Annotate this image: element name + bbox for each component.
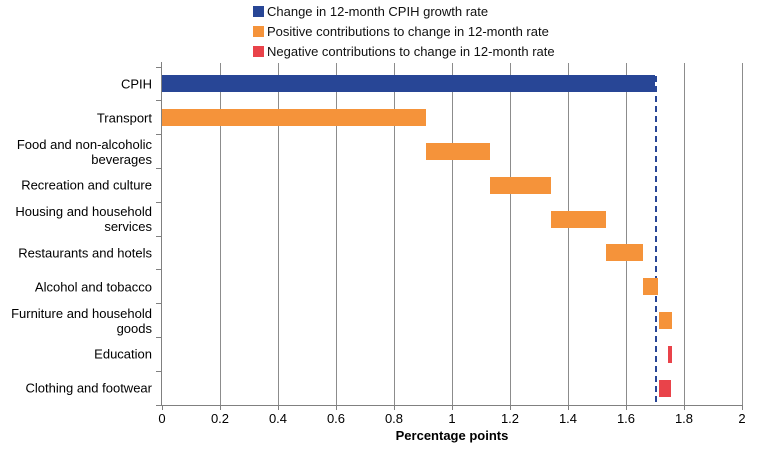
x-tick bbox=[509, 406, 511, 410]
gridline bbox=[393, 63, 395, 405]
x-tick bbox=[393, 406, 395, 410]
gridline bbox=[509, 63, 511, 405]
category-label: Recreation and culture bbox=[21, 177, 152, 193]
y-tick bbox=[156, 336, 161, 338]
x-tick-label: 1.2 bbox=[500, 411, 520, 426]
category-label: Restaurants and hotels bbox=[18, 245, 152, 261]
legend-label: Positive contributions to change in 12-m… bbox=[267, 24, 549, 39]
y-tick bbox=[156, 404, 161, 406]
x-tick bbox=[219, 406, 221, 410]
gridline bbox=[451, 63, 453, 405]
gridline bbox=[335, 63, 337, 405]
x-tick bbox=[625, 406, 627, 410]
legend-label: Negative contributions to change in 12-m… bbox=[267, 44, 555, 59]
y-tick bbox=[156, 100, 161, 102]
y-tick bbox=[156, 269, 161, 271]
y-tick bbox=[156, 134, 161, 136]
category-label: CPIH bbox=[120, 76, 152, 92]
x-tick-label: 0.8 bbox=[384, 411, 404, 426]
x-tick-label: 0.2 bbox=[210, 411, 230, 426]
gridline bbox=[683, 63, 685, 405]
x-tick-label: 0.4 bbox=[268, 411, 288, 426]
x-tick bbox=[277, 406, 279, 410]
gridline bbox=[741, 63, 743, 405]
bar-cpih bbox=[162, 75, 655, 93]
bar-restaurants-and-hotels bbox=[605, 244, 644, 262]
y-tick bbox=[156, 303, 161, 305]
category-label: Food and non-alcoholic beverages bbox=[16, 136, 152, 167]
x-tick bbox=[335, 406, 337, 410]
category-label: Transport bbox=[96, 110, 152, 126]
gridline bbox=[625, 63, 627, 405]
x-tick-label: 1.6 bbox=[616, 411, 636, 426]
bar-housing-and-household-services bbox=[550, 210, 606, 228]
gridline bbox=[219, 63, 221, 405]
y-tick bbox=[156, 370, 161, 372]
x-tick bbox=[161, 406, 163, 410]
legend-item-total: Change in 12-month CPIH growth rate bbox=[253, 3, 555, 23]
x-tick bbox=[451, 406, 453, 410]
category-label: Housing and household services bbox=[15, 204, 152, 235]
category-label: Education bbox=[94, 346, 152, 362]
bar-clothing-and-footwear bbox=[659, 379, 671, 397]
cpih-reference-dashed-line bbox=[655, 76, 658, 405]
y-tick bbox=[156, 66, 161, 68]
legend-item-positive: Positive contributions to change in 12-m… bbox=[253, 23, 555, 43]
bar-education bbox=[668, 345, 673, 363]
x-tick-label: 0.6 bbox=[326, 411, 346, 426]
x-tick-label: 0 bbox=[158, 411, 166, 426]
x-tick-label: 1 bbox=[448, 411, 456, 426]
x-axis-line bbox=[161, 405, 743, 406]
x-tick-label: 1.8 bbox=[674, 411, 694, 426]
legend: Change in 12-month CPIH growth rate Posit… bbox=[253, 3, 555, 63]
bar-recreation-and-culture bbox=[489, 176, 551, 194]
category-label: Furniture and household goods bbox=[11, 305, 152, 336]
legend-label: Change in 12-month CPIH growth rate bbox=[267, 4, 489, 19]
legend-swatch-negative bbox=[253, 46, 264, 57]
x-tick bbox=[683, 406, 685, 410]
bar-furniture-and-household-goods bbox=[659, 312, 673, 329]
x-tick bbox=[567, 406, 569, 410]
y-axis-line bbox=[161, 62, 162, 405]
y-tick bbox=[156, 167, 161, 169]
x-tick-label: 2 bbox=[738, 411, 746, 426]
x-tick-label: 1.4 bbox=[558, 411, 578, 426]
legend-swatch-positive bbox=[253, 26, 264, 37]
bar-transport bbox=[162, 109, 426, 127]
category-label: Alcohol and tobacco bbox=[34, 279, 152, 295]
gridline bbox=[277, 63, 279, 405]
y-tick bbox=[156, 201, 161, 203]
legend-item-negative: Negative contributions to change in 12-m… bbox=[253, 43, 555, 63]
x-axis-title: Percentage points bbox=[395, 428, 509, 443]
legend-swatch-total bbox=[253, 6, 264, 17]
x-tick bbox=[741, 406, 743, 410]
category-label: Clothing and footwear bbox=[25, 380, 152, 396]
bar-alcohol-and-tobacco bbox=[643, 278, 658, 296]
bar-food-and-non-alcoholic-beverages bbox=[425, 143, 490, 160]
y-tick bbox=[156, 235, 161, 237]
gridline bbox=[567, 63, 569, 405]
